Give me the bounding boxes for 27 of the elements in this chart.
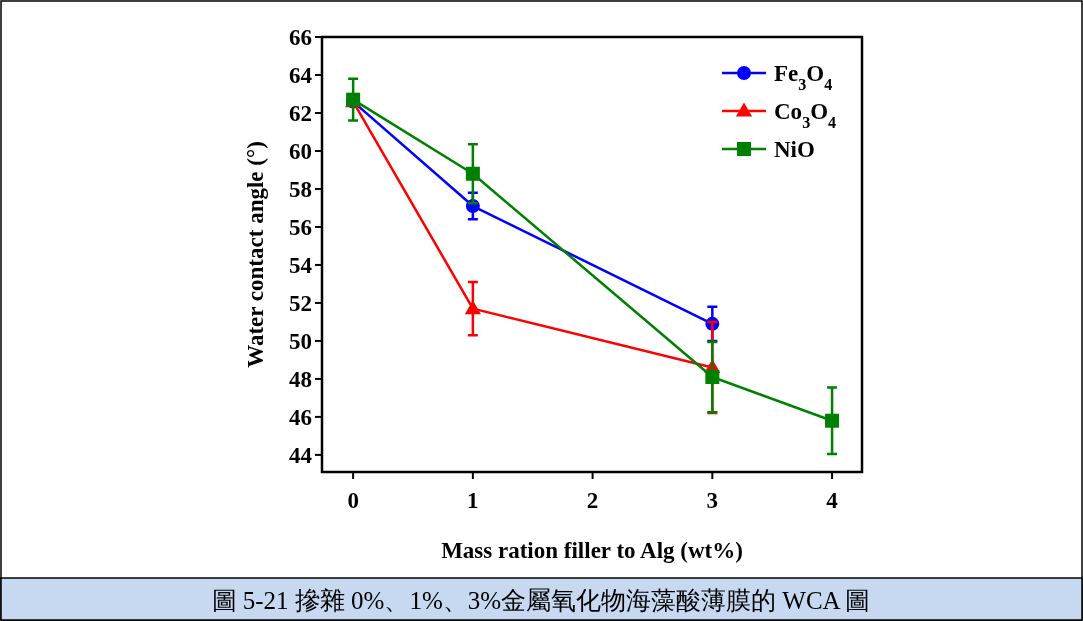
- y-tick-label: 54: [289, 252, 313, 278]
- y-tick-label: 48: [289, 366, 312, 392]
- legend-label: Fe$_{3}$O$_{4}$: [774, 61, 833, 93]
- y-tick-label: 44: [289, 442, 313, 468]
- x-tick-label: 4: [826, 488, 839, 513]
- x-tick-label: 1: [467, 488, 479, 513]
- y-tick-label: 64: [289, 62, 313, 88]
- y-tick-label: 52: [289, 290, 312, 316]
- point: [464, 300, 481, 315]
- y-tick-label: 62: [289, 100, 312, 126]
- y-tick-label: 66: [289, 25, 312, 50]
- point: [465, 166, 480, 181]
- point: [705, 370, 720, 385]
- legend-label: NiO: [774, 137, 815, 162]
- y-tick-label: 60: [289, 138, 312, 164]
- x-axis-title: Mass ration filler to Alg (wt%): [441, 538, 743, 563]
- y-tick-label: 58: [289, 176, 312, 202]
- caption: 圖 5-21 摻雜 0%、1%、3%金屬氧化物海藻酸薄膜的 WCA 圖: [211, 587, 871, 614]
- x-tick-label: 3: [706, 488, 719, 513]
- x-tick-label: 0: [347, 488, 359, 513]
- x-tick-label: 2: [586, 488, 599, 513]
- y-tick-label: 50: [289, 328, 312, 354]
- point: [825, 413, 840, 428]
- legend-label: Co$_{3}$O$_{4}$: [774, 99, 837, 131]
- y-axis-title: Water contact angle (°): [243, 141, 268, 368]
- y-tick-label: 46: [289, 404, 312, 430]
- y-tick-label: 56: [289, 214, 312, 240]
